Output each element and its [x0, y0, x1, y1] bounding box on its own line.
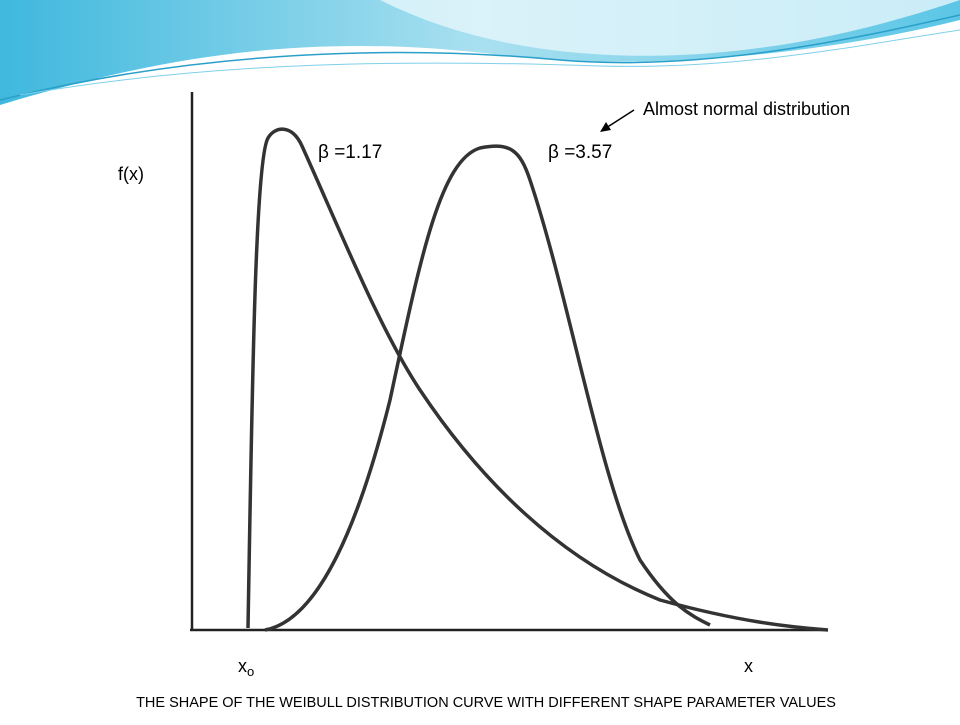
- origin-sub: o: [247, 664, 254, 679]
- y-axis-label: f(x): [118, 164, 144, 184]
- annotation-arrow: [605, 109, 635, 129]
- x-axis-label: x: [744, 656, 753, 676]
- annotation: Almost normal distribution: [643, 99, 850, 119]
- header-wave-light: [380, 0, 960, 56]
- header-wave-line: [19, 29, 960, 96]
- curve-beta-3.57: [264, 144, 711, 632]
- curve-label: β =1.17: [318, 142, 382, 163]
- arrow-head: [600, 122, 611, 132]
- header-wave-line: [0, 14, 960, 101]
- curve-beta-1.17: [246, 127, 829, 632]
- origin-label: xo: [238, 656, 254, 679]
- origin-base: x: [238, 656, 247, 676]
- caption: THE SHAPE OF THE WEIBULL DISTRIBUTION CU…: [136, 695, 836, 711]
- curve-label: β =3.57: [548, 142, 612, 163]
